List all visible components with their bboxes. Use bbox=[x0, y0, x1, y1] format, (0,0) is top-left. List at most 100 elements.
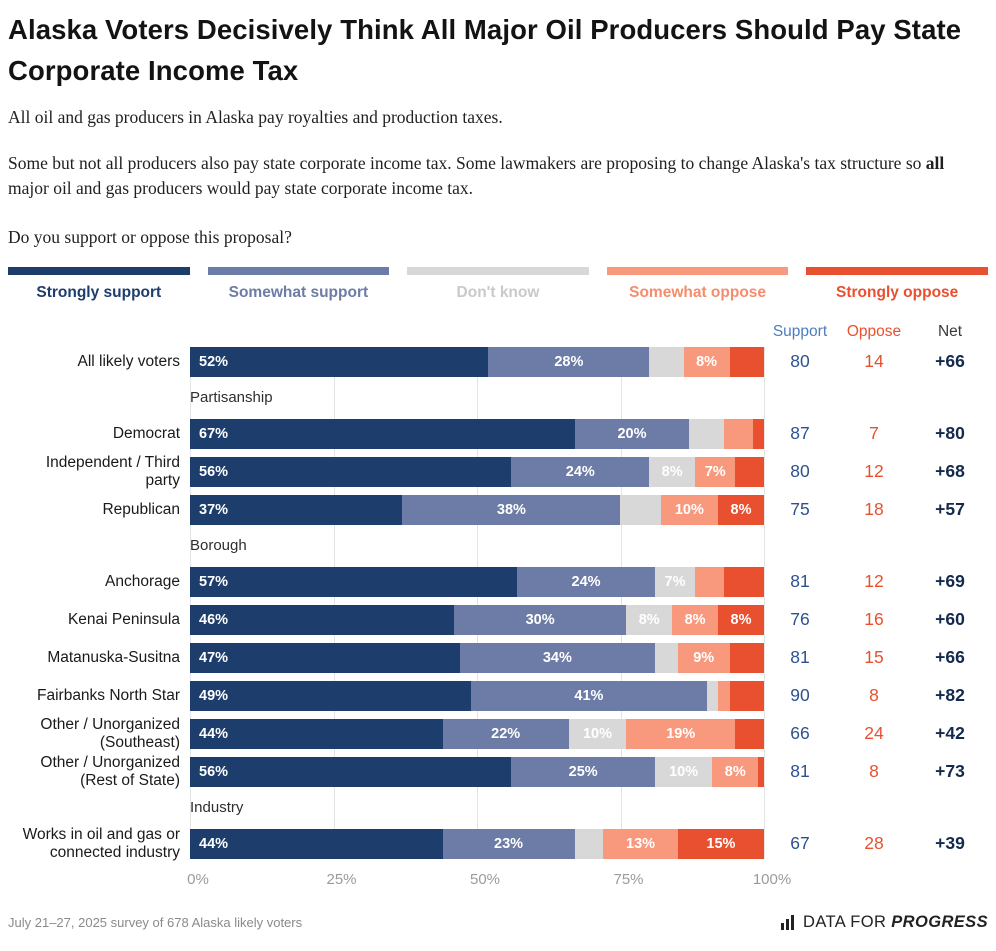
bar-segment: 41% bbox=[471, 680, 707, 711]
bar-value-label: 30% bbox=[525, 611, 555, 628]
bar-value-label: 8% bbox=[724, 763, 746, 780]
support-value: 90 bbox=[790, 685, 810, 706]
net-value: +42 bbox=[935, 723, 965, 744]
logo-suffix: PROGRESS bbox=[891, 912, 988, 931]
bar-segment: 47% bbox=[190, 642, 460, 673]
x-axis: 0% 25% 50% 75% 100% bbox=[8, 867, 988, 891]
net-value: +80 bbox=[935, 423, 965, 444]
legend-item-dont-know: Don't know bbox=[407, 266, 589, 302]
bar-track: 49% 41% bbox=[190, 680, 764, 711]
chart-row: Other / Unorganized (Rest of State) 56% 25… bbox=[8, 754, 988, 789]
support-value: 75 bbox=[790, 499, 810, 520]
bar-value-label: 7% bbox=[704, 463, 726, 480]
bar-value-label: 24% bbox=[571, 573, 601, 590]
bar-segment: 24% bbox=[511, 456, 650, 487]
bar-segment: 52% bbox=[190, 346, 489, 377]
legend-label: Somewhat oppose bbox=[629, 283, 767, 301]
chart-row: Matanuska-Susitna 47% 34% 9% 81 15 +66 bbox=[8, 642, 988, 673]
oppose-value: 18 bbox=[864, 499, 884, 520]
bar-segment: 30% bbox=[454, 604, 627, 635]
bar-segment: 8% bbox=[683, 346, 730, 377]
bar-segment: 7% bbox=[654, 566, 696, 597]
legend-label: Don't know bbox=[456, 283, 540, 301]
bar-value-label: 28% bbox=[554, 353, 584, 370]
logo-text: DATA FOR PROGRESS bbox=[803, 913, 988, 932]
bar-value-label: 7% bbox=[664, 573, 686, 590]
bar-value-label: 10% bbox=[582, 725, 613, 742]
section-label: Borough bbox=[190, 536, 247, 554]
bar-segment: 22% bbox=[442, 718, 569, 749]
bar-segment: 10% bbox=[654, 756, 713, 787]
intro-paragraph-1: All oil and gas producers in Alaska pay … bbox=[8, 107, 503, 128]
chart-rows: All likely voters 52% 28% 8% 80 14 +66 Partisan… bbox=[8, 346, 988, 861]
bar-track: 67% 20% bbox=[190, 418, 764, 449]
bar-value-label: 44% bbox=[199, 835, 229, 852]
emphasized-word: all bbox=[925, 153, 945, 174]
chart-row: Kenai Peninsula 46% 30% 8% 8% 8% 76 16 +60 bbox=[8, 604, 988, 635]
footer: July 21–27, 2025 survey of 678 Alaska li… bbox=[8, 913, 988, 932]
oppose-value: 15 bbox=[864, 647, 884, 668]
chart-column-headers: Support Oppose Net bbox=[8, 317, 988, 341]
axis-tick-label: 100% bbox=[752, 870, 792, 888]
bar-value-label: 8% bbox=[661, 463, 683, 480]
bar-segment: 46% bbox=[190, 604, 455, 635]
row-label: Democrat bbox=[112, 424, 180, 442]
net-value: +82 bbox=[935, 685, 965, 706]
bar-segment: 8% bbox=[649, 456, 696, 487]
bar-segment: 8% bbox=[712, 756, 759, 787]
legend-label: Somewhat support bbox=[228, 283, 369, 301]
bar-segment: 25% bbox=[511, 756, 655, 787]
bar-track: 56% 25% 10% 8% bbox=[190, 756, 764, 787]
chart-row: Republican 37% 38% 10% 8% 75 18 +57 bbox=[8, 494, 988, 525]
net-value: +39 bbox=[935, 833, 965, 854]
legend-swatch-strongly-oppose bbox=[806, 266, 988, 275]
support-value: 81 bbox=[790, 647, 810, 668]
axis-tick-label: 25% bbox=[326, 870, 357, 888]
bar-value-label: 38% bbox=[496, 501, 526, 518]
net-value: +57 bbox=[935, 499, 965, 520]
chart-row: Anchorage 57% 24% 7% 81 12 +69 bbox=[8, 566, 988, 597]
bar-value-label: 46% bbox=[199, 611, 229, 628]
bar-segment: 10% bbox=[660, 494, 719, 525]
bar-value-label: 56% bbox=[199, 463, 229, 480]
bar-segment: 8% bbox=[626, 604, 673, 635]
legend: Strongly support Somewhat support Don't … bbox=[8, 266, 988, 302]
bar-value-label: 8% bbox=[730, 501, 752, 518]
row-label: Other / Unorganized (Southeast) bbox=[40, 715, 180, 751]
support-value: 80 bbox=[790, 461, 810, 482]
oppose-value: 8 bbox=[869, 685, 879, 706]
support-value: 76 bbox=[790, 609, 810, 630]
net-value: +66 bbox=[935, 647, 965, 668]
row-label: Republican bbox=[102, 500, 180, 518]
bar-segment bbox=[729, 346, 764, 377]
support-value: 67 bbox=[790, 833, 810, 854]
bar-value-label: 47% bbox=[199, 649, 229, 666]
chart-row: All likely voters 52% 28% 8% 80 14 +66 bbox=[8, 346, 988, 377]
bar-track: 57% 24% 7% bbox=[190, 566, 764, 597]
bar-track: 37% 38% 10% 8% bbox=[190, 494, 764, 525]
gridline bbox=[333, 346, 335, 859]
survey-footnote: July 21–27, 2025 survey of 678 Alaska li… bbox=[8, 914, 303, 930]
bar-segment: 23% bbox=[442, 828, 575, 859]
bar-segment: 19% bbox=[626, 718, 736, 749]
oppose-value: 14 bbox=[864, 351, 884, 372]
gridline bbox=[190, 346, 191, 859]
legend-swatch-somewhat-support bbox=[207, 266, 390, 275]
bar-value-label: 8% bbox=[638, 611, 660, 628]
bar-segment bbox=[723, 566, 764, 597]
bar-segment: 37% bbox=[190, 494, 403, 525]
bar-segment bbox=[654, 642, 678, 673]
paragraph-text: major oil and gas producers would pay st… bbox=[8, 178, 474, 199]
survey-question: Do you support or oppose this proposal? bbox=[8, 226, 292, 247]
legend-swatch-dont-know bbox=[407, 266, 589, 275]
gridline bbox=[620, 346, 622, 859]
oppose-column-header: Oppose bbox=[846, 322, 902, 340]
section-label: Partisanship bbox=[190, 388, 273, 406]
legend-item-somewhat-support: Somewhat support bbox=[207, 266, 390, 302]
bar-segment: 38% bbox=[402, 494, 621, 525]
legend-item-strongly-support: Strongly support bbox=[8, 266, 190, 302]
oppose-value: 12 bbox=[864, 461, 884, 482]
bar-segment bbox=[649, 346, 684, 377]
row-label: Kenai Peninsula bbox=[67, 610, 180, 628]
